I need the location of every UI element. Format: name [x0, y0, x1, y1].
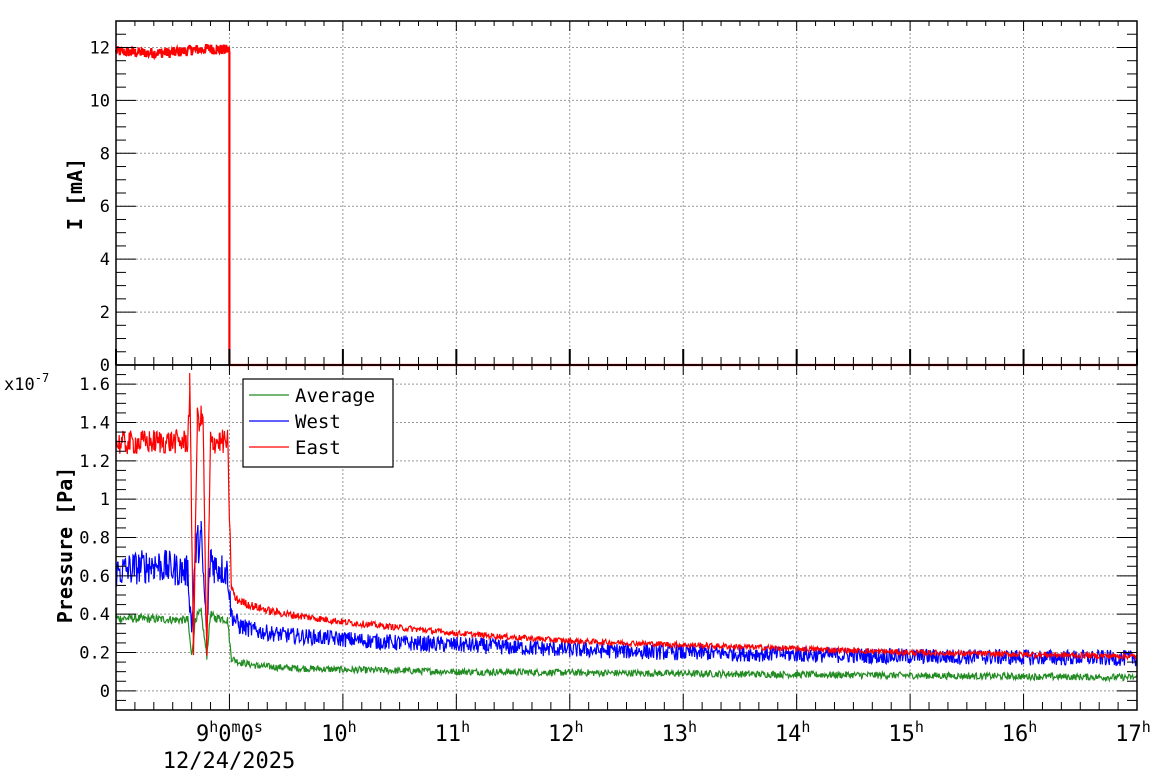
pressure-y-tick-label: 1.6 [79, 375, 110, 395]
current-y-tick-label: 6 [100, 197, 110, 217]
current-y-tick-label: 10 [90, 91, 110, 111]
pressure-series-average [115, 607, 1138, 683]
pressure-y-tick-label: 0.4 [79, 605, 110, 625]
current-y-tick-label: 0 [100, 356, 110, 376]
time-tick-label-start: 9h0m0s [196, 718, 263, 747]
time-tick-label: 13h [661, 718, 697, 747]
current-y-tick-label: 4 [100, 250, 110, 270]
pressure-multiplier: x10-7 [4, 371, 49, 395]
time-tick-label: 10h [321, 718, 357, 747]
pressure-series-west [115, 520, 1138, 667]
pressure-y-tick-label: 1.4 [79, 414, 110, 434]
pressure-multiplier-base: x10 [4, 375, 35, 395]
legend-label-average: Average [295, 385, 375, 407]
legend-label-west: West [295, 411, 341, 433]
legend-label-east: East [295, 437, 341, 459]
time-tick-label: 16h [1002, 718, 1038, 747]
pressure-y-tick-label: 0 [100, 682, 110, 702]
current-axes: 0 2 4 6 8 10 12 [90, 20, 1138, 376]
time-tick-label: 17h [1115, 718, 1151, 747]
pressure-multiplier-exponent: -7 [35, 371, 49, 385]
current-y-tick-label: 2 [100, 303, 110, 323]
time-tick-label: 15h [888, 718, 924, 747]
pressure-y-tick-label: 0.2 [79, 644, 110, 664]
pressure-axes: 0 0.2 0.4 0.6 0.8 1 1.2 1.4 1.6 [79, 364, 1138, 711]
date-label: 12/24/2025 [163, 749, 295, 774]
legend: Average West East [242, 378, 394, 468]
pressure-y-tick-label: 1 [100, 490, 110, 510]
pressure-panel: 0 0.2 0.4 0.6 0.8 1 1.2 1.4 1.6 Pressure [Pa] x1… [4, 364, 1138, 711]
time-tick-label: 11h [435, 718, 471, 747]
time-axis-labels: 9h0m0s 12/24/2025 10h 11h 12h 13h 14h 15h 16h 1… [163, 718, 1151, 774]
pressure-axis-title: Pressure [Pa] [53, 467, 77, 624]
pressure-series-east [115, 372, 1138, 661]
legend-box [242, 378, 394, 468]
pressure-y-tick-label: 0.6 [79, 567, 110, 587]
pressure-y-tick-label: 0.8 [79, 529, 110, 549]
time-tick-label: 14h [775, 718, 811, 747]
pressure-y-tick-label: 1.2 [79, 452, 110, 472]
current-y-tick-label: 8 [100, 144, 110, 164]
current-axis-title: I [mA] [63, 158, 87, 230]
time-tick-label: 12h [548, 718, 584, 747]
pressure-series [115, 372, 1138, 683]
current-y-tick-label: 12 [90, 38, 110, 58]
